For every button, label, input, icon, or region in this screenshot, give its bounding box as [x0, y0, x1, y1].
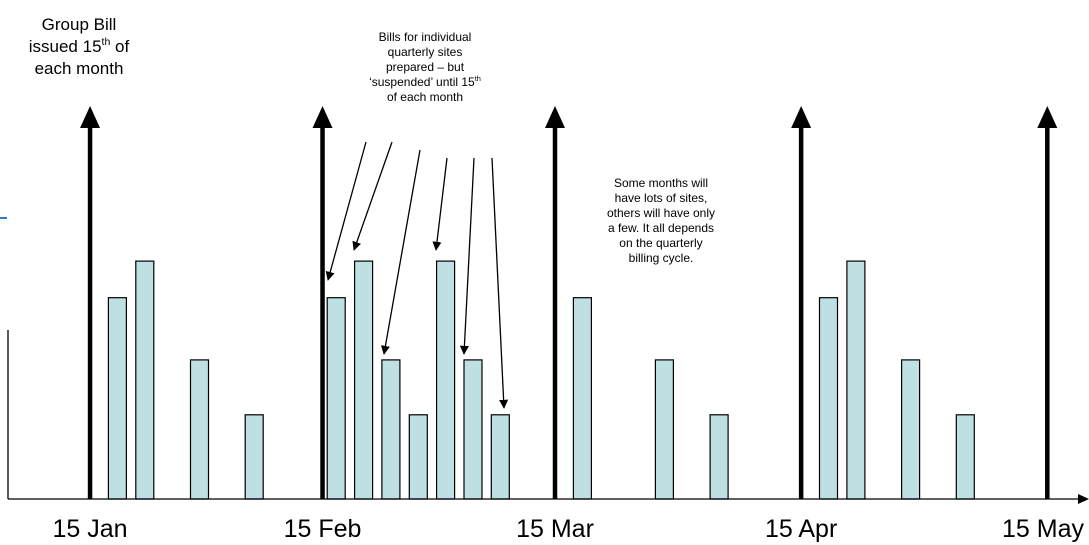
x-tick-label-3: 15 Mar — [516, 515, 594, 543]
bar-17 — [900, 359, 921, 500]
bar-16 — [846, 260, 866, 500]
bar-15 — [818, 297, 839, 500]
bar-group — [107, 260, 975, 500]
month-marker-arrowhead-2 — [312, 106, 333, 128]
month-marker-arrowhead-4 — [791, 106, 812, 128]
group-bill-line1: Group Bill — [41, 15, 117, 34]
some-months-line6: billing cycle. — [628, 251, 694, 265]
bar-11 — [490, 414, 510, 500]
group-bill-note: Group Bill issued 15th of each month — [2, 14, 156, 80]
bar-2 — [135, 260, 155, 500]
bills-prepared-line4: ‘suspended’ until 15th — [330, 75, 520, 90]
some-months-line4: a few. It all depends — [607, 221, 715, 235]
bar-9 — [436, 260, 456, 500]
x-tick-label-2: 15 Feb — [284, 515, 362, 543]
callout-arrow-6 — [491, 157, 509, 409]
some-months-note: Some months will have lots of sites, oth… — [580, 176, 742, 266]
callout-arrows — [325, 141, 509, 409]
bar-7 — [381, 359, 401, 500]
some-months-line1: Some months will — [613, 176, 709, 190]
bills-prepared-line3: prepared – but — [385, 60, 465, 74]
bar-5 — [326, 297, 346, 500]
bar-1 — [107, 297, 128, 500]
group-bill-line2-sup: th — [101, 36, 111, 49]
bills-prepared-line4-sup: th — [474, 74, 481, 84]
some-months-line5: on the quarterly — [619, 236, 703, 250]
month-marker-arrowhead-3 — [545, 106, 565, 128]
callout-arrow-4 — [432, 157, 448, 251]
some-months-line2: have lots of sites, — [614, 191, 708, 205]
group-bill-line3: each month — [34, 59, 124, 78]
bar-10 — [463, 359, 483, 500]
some-months-line3: others will have only — [606, 206, 716, 220]
month-marker-arrowhead-1 — [80, 106, 101, 128]
x-tick-label-1: 15 Jan — [53, 515, 128, 543]
bills-prepared-line1: Bills for individual — [378, 30, 472, 44]
bar-14 — [709, 414, 729, 500]
callout-arrow-3 — [380, 149, 421, 355]
x-axis-arrowhead — [1078, 494, 1089, 504]
group-bill-line2-tail: of — [110, 37, 130, 56]
bills-prepared-line2: quarterly sites — [387, 45, 463, 59]
bar-18 — [955, 414, 975, 500]
callout-arrow-2 — [352, 141, 393, 251]
bar-4 — [244, 414, 264, 500]
x-tick-label-5: 15 May — [1002, 515, 1084, 543]
group-bill-line2-text: issued 15 — [28, 37, 102, 56]
x-axis-labels: 15 Jan 15 Feb 15 Mar 15 Apr 15 May — [53, 515, 1085, 543]
bills-prepared-note: Bills for individual quarterly sites pre… — [330, 30, 520, 105]
callout-arrow-5 — [459, 157, 475, 355]
bar-3 — [189, 359, 210, 500]
month-marker-arrowhead-5 — [1037, 106, 1058, 128]
bar-13 — [654, 359, 675, 500]
group-bill-line2: issued 15th of — [2, 36, 156, 58]
month-marker-group — [80, 106, 1058, 499]
bar-6 — [354, 260, 374, 500]
bills-prepared-line4-text: ‘suspended’ until 15 — [369, 75, 475, 89]
x-tick-label-4: 15 Apr — [765, 515, 837, 543]
callout-arrow-1 — [325, 141, 367, 281]
bar-8 — [408, 414, 428, 500]
bills-prepared-line5: of each month — [386, 90, 464, 104]
bar-12 — [572, 297, 593, 500]
